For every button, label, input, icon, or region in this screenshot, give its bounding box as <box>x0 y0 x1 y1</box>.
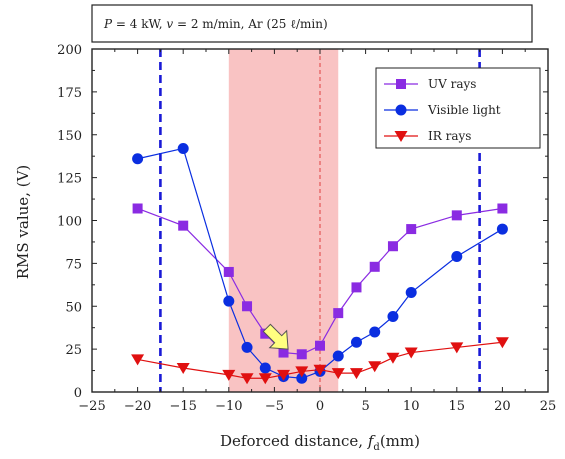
x-tick-label: −20 <box>124 399 151 414</box>
legend: UV rays Visible light IR rays <box>375 67 541 149</box>
data-point <box>132 153 144 165</box>
data-point <box>450 342 464 354</box>
data-point <box>406 224 417 235</box>
x-tick-label: −25 <box>78 399 105 414</box>
series-layer <box>131 142 509 385</box>
data-point <box>315 340 325 351</box>
x-tick-label: −15 <box>169 399 196 414</box>
legend-label: UV rays <box>428 77 476 91</box>
x-tick-label: 25 <box>540 399 557 414</box>
legend-label: IR rays <box>428 129 471 143</box>
y-tick-label: 50 <box>65 300 82 315</box>
title-frame <box>91 4 533 43</box>
data-point <box>223 295 235 307</box>
data-point <box>404 347 418 359</box>
y-tick-label: 125 <box>57 172 82 187</box>
y-tick-label: 100 <box>57 215 82 230</box>
data-point <box>387 311 399 323</box>
x-tick-label: −5 <box>265 399 284 414</box>
legend-marker <box>394 131 408 142</box>
data-point <box>386 352 400 364</box>
annotation-layer <box>262 323 289 350</box>
data-point <box>223 266 234 277</box>
chart-title: P = 4 kW, v = 2 m/min, Ar (25 ℓ/min) <box>103 17 328 31</box>
x-tick-label: 20 <box>494 399 511 414</box>
data-point <box>451 251 463 263</box>
data-point <box>331 368 345 380</box>
y-tick-label: 0 <box>74 386 82 401</box>
data-point <box>131 354 145 366</box>
series-2 <box>131 337 509 385</box>
data-point <box>333 308 344 319</box>
x-tick-label: −10 <box>215 399 242 414</box>
legend-item-0: UV rays <box>384 77 476 91</box>
series-0 <box>132 203 508 360</box>
y-tick-label: 150 <box>57 129 82 144</box>
data-point <box>496 223 508 235</box>
data-point <box>296 349 307 360</box>
data-point <box>332 350 344 362</box>
data-point <box>277 369 291 381</box>
chart-title-box: P = 4 kW, v = 2 m/min, Ar (25 ℓ/min) <box>91 4 533 43</box>
legend-label: Visible light <box>427 103 501 117</box>
x-tick-label: 0 <box>316 399 324 414</box>
data-point <box>241 341 253 353</box>
data-point <box>278 347 289 358</box>
data-point <box>132 203 143 214</box>
data-point <box>495 337 509 349</box>
data-point <box>242 301 253 312</box>
data-point <box>349 368 363 380</box>
data-point <box>295 366 309 378</box>
x-axis-title: Deforced distance, fd(mm) <box>220 432 420 453</box>
data-point <box>369 326 381 338</box>
legend-marker <box>395 104 407 116</box>
data-point <box>259 362 271 374</box>
legend-marker <box>396 79 406 89</box>
y-tick-label: 25 <box>65 343 82 358</box>
data-point <box>368 361 382 373</box>
y-axis-title: RMS value, (V) <box>14 165 32 280</box>
data-point <box>451 210 462 221</box>
data-point <box>177 142 189 154</box>
data-point <box>240 373 254 385</box>
data-point <box>176 362 190 374</box>
data-point <box>222 369 236 381</box>
data-point <box>258 373 272 385</box>
data-point <box>387 241 398 252</box>
y-tick-label: 75 <box>65 257 82 272</box>
data-point <box>178 220 189 231</box>
annotation-arrow <box>262 323 289 350</box>
data-point <box>313 364 327 376</box>
y-tick-label: 175 <box>57 86 82 101</box>
data-point <box>405 287 417 299</box>
data-point <box>369 261 380 272</box>
y-tick-label: 200 <box>57 43 82 58</box>
legend-item-1: Visible light <box>384 103 501 117</box>
data-point <box>351 282 362 293</box>
data-point <box>350 336 362 348</box>
x-tick-label: 10 <box>403 399 420 414</box>
data-point <box>296 372 308 384</box>
x-tick-label: 5 <box>361 399 369 414</box>
legend-item-2: IR rays <box>384 129 471 143</box>
data-point <box>497 203 508 214</box>
axis-ticks-layer: −25 −20 −15 −10 −5 0 5 10 15 20 25 0 25 50 75 100 125 150… <box>57 43 556 414</box>
x-tick-label: 15 <box>449 399 466 414</box>
